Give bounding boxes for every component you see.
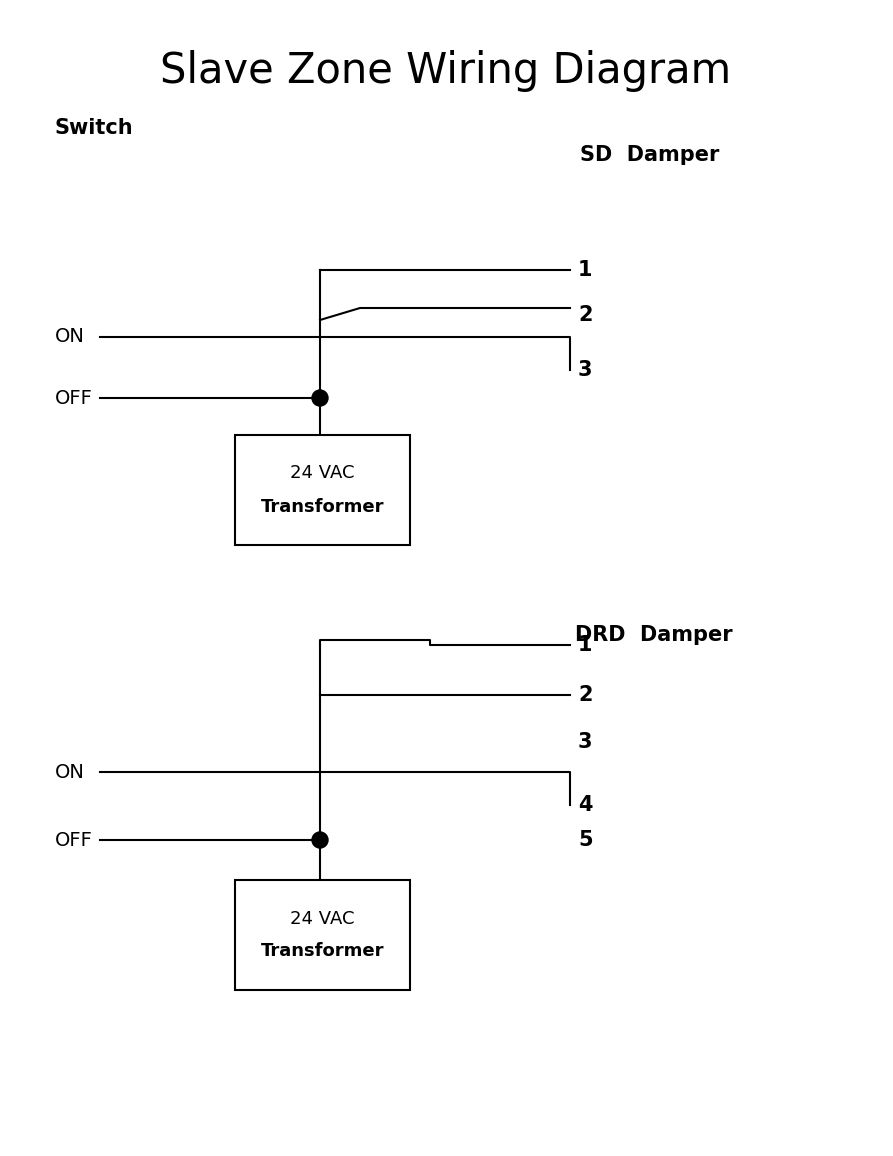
Text: Slave Zone Wiring Diagram: Slave Zone Wiring Diagram	[161, 50, 731, 92]
Text: 5: 5	[578, 830, 593, 850]
Text: 24 VAC: 24 VAC	[290, 910, 355, 927]
Text: 2: 2	[578, 305, 592, 325]
Text: 24 VAC: 24 VAC	[290, 465, 355, 482]
Text: SD  Damper: SD Damper	[580, 144, 720, 165]
Text: DRD  Damper: DRD Damper	[575, 625, 732, 645]
Text: 3: 3	[578, 732, 592, 753]
Text: 4: 4	[578, 795, 592, 815]
Text: Switch: Switch	[55, 118, 134, 138]
Circle shape	[312, 832, 328, 849]
Text: OFF: OFF	[55, 388, 93, 408]
Circle shape	[312, 390, 328, 406]
Text: ON: ON	[55, 763, 85, 781]
Text: ON: ON	[55, 327, 85, 347]
Text: OFF: OFF	[55, 830, 93, 850]
Text: 3: 3	[578, 360, 592, 380]
Text: Transformer: Transformer	[261, 497, 384, 516]
Bar	[235, 435, 410, 544]
Text: Transformer: Transformer	[261, 942, 384, 961]
Text: 1: 1	[578, 260, 592, 280]
Text: 1: 1	[578, 635, 592, 655]
Bar	[235, 880, 410, 990]
Text: 2: 2	[578, 686, 592, 705]
